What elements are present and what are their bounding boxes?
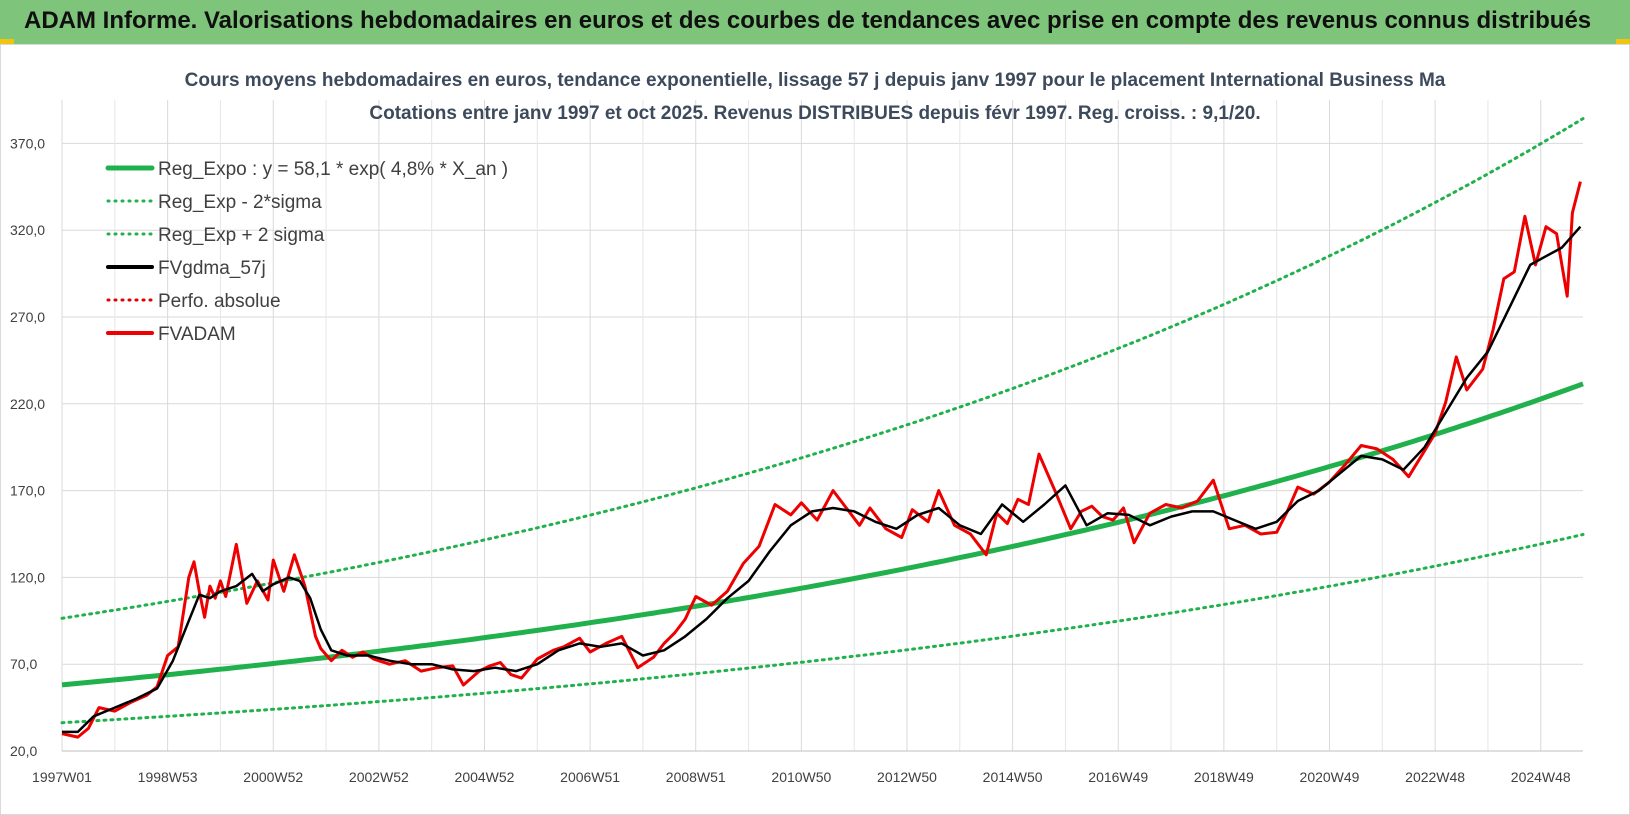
x-tick-label: 2008W51 [666,769,726,785]
series-fvgdma-57j [62,225,1582,734]
x-tick-label: 1997W01 [32,769,92,785]
x-tick-label: 2012W50 [877,769,937,785]
legend: Reg_Expo : y = 58,1 * exp( 4,8% * X_an )… [105,159,508,345]
legend-label: Reg_Expo : y = 58,1 * exp( 4,8% * X_an ) [158,159,508,180]
x-tick-label: 2016W49 [1088,769,1148,785]
x-tick-label: 1998W53 [138,769,198,785]
legend-label: FVADAM [158,324,236,345]
x-tick-label: 2006W51 [560,769,620,785]
legend-label: Reg_Exp - 2*sigma [158,192,322,213]
x-tick-label: 2004W52 [455,769,515,785]
y-tick-label: 270,0 [10,309,45,325]
x-tick-label: 2024W48 [1511,769,1571,785]
legend-label: Perfo. absolue [158,291,281,312]
x-tick-label: 2002W52 [349,769,409,785]
series-reg-expo [61,381,1584,688]
banner-title: ADAM Informe. Valorisations hebdomadaire… [24,7,1592,34]
y-tick-label: 220,0 [10,396,45,412]
series-layer [60,117,1585,739]
y-tick-label: 70,0 [10,656,37,672]
corner-marker-right [1616,39,1630,44]
axis-labels: 20,0 70,0 120,0 170,0 220,0 270,0 320,0 370,0 19… [10,135,1571,785]
x-tick-label: 2000W52 [243,769,303,785]
y-tick-label: 20,0 [10,743,37,759]
x-tick-label: 2018W49 [1194,769,1254,785]
y-tick-label: 370,0 [10,135,45,151]
legend-label: FVgdma_57j [158,258,266,279]
chart-title-line1: Cours moyens hebdomadaires en euros, ten… [185,70,1446,91]
x-tick-label: 2014W50 [983,769,1043,785]
chart-title-line2: Cotations entre janv 1997 et oct 2025. R… [369,103,1260,124]
series-reg-exp-plus-2sigma [60,117,1585,620]
corner-marker-left [0,39,14,44]
y-tick-label: 320,0 [10,222,45,238]
legend-label: Reg_Exp + 2 sigma [158,225,325,246]
x-tick-label: 2010W50 [771,769,831,785]
y-tick-label: 120,0 [10,569,45,585]
banner: ADAM Informe. Valorisations hebdomadaire… [0,0,1630,45]
x-tick-label: 2022W48 [1405,769,1465,785]
series-reg-exp-minus-2sigma [60,533,1585,725]
y-tick-label: 170,0 [10,483,45,499]
grid-layer [61,100,1583,752]
x-tick-label: 2020W49 [1300,769,1360,785]
